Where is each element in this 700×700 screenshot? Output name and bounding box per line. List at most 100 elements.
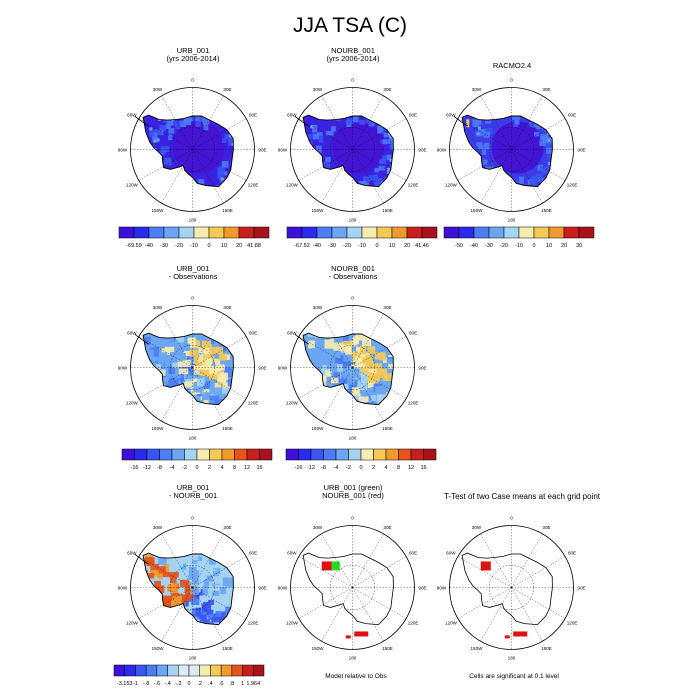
panel-3-map: 0 30E 60E 90E 120E 150E 180 150W 120W 90W 60W 30W	[437, 78, 586, 223]
colorbar-tick-label: -20	[500, 243, 508, 249]
lon-label-ne: 30E	[383, 305, 391, 310]
note-significance: Cells are significant at 0.1 level	[469, 673, 559, 680]
lon-label-se: 150E	[222, 646, 233, 651]
meridian-line	[321, 95, 353, 150]
lon-label-nw: 30W	[313, 305, 323, 310]
colorbar-tick-label: -40	[145, 243, 153, 249]
colorbar-box	[443, 226, 460, 239]
lon-label-bottom: 180	[349, 656, 357, 661]
lon-label-left: 90W	[118, 586, 128, 591]
colorbar-tick-label: .8	[230, 681, 235, 687]
lon-label-right: 90E	[577, 586, 585, 591]
lon-label-top: 0	[191, 296, 194, 301]
meridian-line	[352, 149, 407, 181]
meridian-line	[352, 533, 384, 588]
colorbar-box	[406, 226, 423, 239]
panel-7-title: URB_001 (green) NOURB_001 (red)	[258, 484, 448, 500]
colorbar-box	[348, 448, 362, 461]
map-boundary-circle	[130, 525, 255, 650]
lon-label-se: 150E	[541, 208, 552, 213]
colorbar-box	[488, 226, 505, 239]
colorbar-tick-label: 12	[408, 465, 414, 471]
panel-8-title-line1: T-Test of two Case means at each grid po…	[443, 492, 601, 501]
lon-label-w_lower: 120W	[126, 621, 139, 626]
meridian-line	[298, 556, 353, 588]
colorbar-tick-label: -69.59	[126, 243, 142, 249]
meridian-line	[321, 313, 353, 368]
lon-label-right: 90E	[258, 148, 266, 153]
significant-cells-red	[354, 631, 369, 637]
panel-7-map: 0 30E 60E 90E 120E 150E 180 150W 120W 90W 60W 30W	[278, 516, 427, 661]
meridian-line	[480, 149, 512, 204]
colorbar-box	[458, 226, 475, 239]
lon-label-e_lower: 120E	[408, 621, 419, 626]
colorbar-tick-label: -10	[358, 243, 366, 249]
coastline	[302, 552, 394, 626]
lon-label-bottom: 180	[508, 218, 516, 223]
meridian-line	[352, 95, 384, 150]
meridian-line	[161, 367, 193, 422]
lon-label-w_lower: 120W	[445, 621, 458, 626]
colorbar-tick-label: 16	[420, 465, 426, 471]
significant-cells-green	[331, 561, 340, 571]
lon-label-e_lower: 120E	[408, 401, 419, 406]
lon-label-ne: 30E	[223, 87, 231, 92]
lon-label-left: 90W	[278, 148, 288, 153]
meridian-line	[298, 336, 353, 368]
lon-label-se: 150E	[222, 208, 233, 213]
panel-2-title-line1: NOURB_001	[331, 46, 375, 55]
lon-label-e_upper: 60E	[568, 113, 576, 118]
coastline	[302, 114, 394, 188]
panel-7-title-line1: URB_001 (green)	[323, 483, 383, 492]
lon-label-bottom: 180	[189, 436, 197, 441]
panel-7-title-line2: NOURB_001 (red)	[322, 491, 384, 500]
peninsula-outline	[134, 115, 149, 127]
lon-label-e_upper: 60E	[409, 331, 417, 336]
lon-label-top: 0	[351, 516, 354, 521]
colorbar-tick-label: -67.52	[294, 243, 310, 249]
colorbar-box	[199, 664, 211, 677]
panel-2-title: NOURB_001 (yrs 2006-2014)	[258, 47, 448, 63]
lon-label-se: 150E	[382, 646, 393, 651]
lon-label-se: 150E	[382, 208, 393, 213]
colorbar-tick-label: 20	[404, 243, 410, 249]
note-model-relative: Model relative to Obs	[325, 673, 387, 680]
map-boundary-circle	[130, 87, 255, 212]
lon-label-se: 150E	[222, 426, 233, 431]
meridian-line	[321, 587, 353, 642]
lon-label-w_upper: 60W	[446, 113, 456, 118]
colorbar-tick-label: -20	[175, 243, 183, 249]
peninsula-outline	[134, 553, 149, 565]
lon-label-w_upper: 60W	[127, 331, 137, 336]
meridian-line	[138, 587, 193, 619]
meridian-line	[192, 587, 247, 619]
panel-3-title-line1: RACMO2.4	[492, 61, 532, 70]
meridian-line	[138, 118, 193, 150]
meridian-line	[138, 149, 193, 181]
colorbar-tick-label: 1	[241, 681, 244, 687]
lon-label-e_upper: 60E	[409, 113, 417, 118]
lon-label-bottom: 180	[189, 656, 197, 661]
meridian-line	[192, 367, 224, 422]
colorbar-box	[316, 226, 333, 239]
field-fill	[303, 333, 394, 405]
colorbar-tick-label: -20	[343, 243, 351, 249]
map-boundary-circle	[290, 305, 415, 430]
lon-label-left: 90W	[118, 148, 128, 153]
lon-label-sw: 150W	[470, 208, 483, 213]
meridian-line	[457, 149, 512, 181]
lon-label-top: 0	[351, 78, 354, 83]
panel-6-title: URB_001 - NOURB_001	[98, 484, 288, 500]
colorbar-tick-label: 20	[236, 243, 242, 249]
meridian-line	[161, 149, 193, 204]
map-frame: 0 30E 60E 90E 120E 150E 180 150W 120W 90W 60W 30W	[118, 516, 267, 661]
lon-label-w_lower: 120W	[286, 183, 299, 188]
colorbar-panel-6: -3.153 -1 -.8 -.6 -.4 -.2 0 .2 .4 .6 .8 1 1.964	[113, 664, 265, 687]
colorbar-box	[331, 226, 348, 239]
colorbar-tick-label: -8	[321, 465, 326, 471]
colorbar-tick-label: -1	[133, 681, 138, 687]
meridian-line	[352, 118, 407, 150]
lon-label-right: 90E	[418, 366, 426, 371]
colorbar-box	[178, 664, 190, 677]
lon-label-w_upper: 60W	[446, 551, 456, 556]
